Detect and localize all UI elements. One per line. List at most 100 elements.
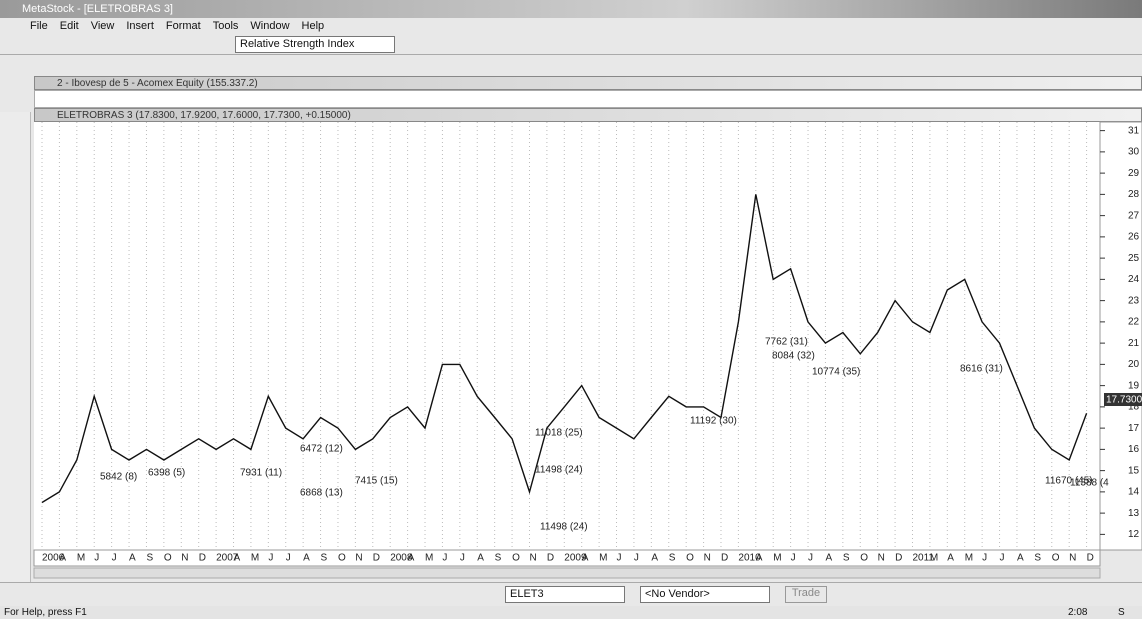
- x-tick-label: A: [59, 553, 66, 564]
- window1-title: 2 - Ibovesp de 5 - Acomex Equity (155.33…: [34, 76, 1142, 90]
- y-tick-label: 22: [1128, 317, 1140, 328]
- y-tick-label: 19: [1128, 380, 1140, 391]
- x-tick-label: S: [669, 553, 676, 564]
- annotation: 8616 (31): [960, 364, 1003, 375]
- x-tick-label: D: [373, 553, 380, 564]
- bottom-toolbar: ELET3 <No Vendor> Trade: [0, 582, 1142, 605]
- x-tick-label: A: [825, 553, 832, 564]
- x-tick-label: A: [408, 553, 415, 564]
- x-tick-label: S: [843, 553, 850, 564]
- menu-item[interactable]: File: [30, 20, 48, 32]
- vendor-dropdown[interactable]: <No Vendor>: [640, 586, 770, 603]
- x-tick-label: J: [112, 553, 117, 564]
- x-tick-label: A: [651, 553, 658, 564]
- annotation: 10774 (35): [812, 367, 860, 378]
- status-bar: For Help, press F1 2:08 S: [0, 606, 1142, 619]
- x-tick-label: N: [878, 553, 885, 564]
- symbol: ELET3: [510, 588, 544, 600]
- x-tick-label: S: [1034, 553, 1041, 564]
- y-tick-label: 17: [1128, 423, 1140, 434]
- menu-item[interactable]: Tools: [212, 20, 239, 32]
- y-tick-label: 14: [1128, 487, 1140, 498]
- status-help: For Help, press F1: [4, 607, 87, 618]
- y-axis-area: [1099, 121, 1142, 551]
- symbol-box[interactable]: ELET3: [505, 586, 625, 603]
- scrollbar[interactable]: [33, 567, 1101, 579]
- annotation: 11670 (45): [1045, 476, 1093, 487]
- x-axis-area: [33, 549, 1101, 567]
- status-s: S: [1118, 607, 1125, 618]
- toolbar: Relative Strength Index: [0, 34, 1142, 55]
- x-tick-label: 2007: [216, 553, 239, 564]
- x-tick-label: N: [704, 553, 711, 564]
- annotation: 5842 (8): [100, 472, 137, 483]
- y-tick-label: 15: [1128, 465, 1140, 476]
- x-tick-label: A: [947, 553, 954, 564]
- annotation: 11192 (30): [690, 416, 737, 427]
- x-tick-label: 2006: [42, 553, 65, 564]
- trade-button[interactable]: Trade: [785, 586, 827, 603]
- x-tick-label: M: [251, 553, 259, 564]
- annotation: 7931 (11): [240, 468, 282, 479]
- x-tick-label: M: [599, 553, 607, 564]
- status-time: 2:08: [1068, 607, 1088, 618]
- x-tick-label: J: [617, 553, 622, 564]
- x-tick-label: D: [1087, 553, 1094, 564]
- x-tick-label: N: [1069, 553, 1076, 564]
- trade-label: Trade: [791, 587, 821, 599]
- x-tick-label: S: [321, 553, 328, 564]
- x-tick-label: S: [495, 553, 502, 564]
- x-tick-label: M: [930, 553, 938, 564]
- x-tick-label: J: [460, 553, 465, 564]
- y-tick-label: 27: [1128, 210, 1140, 221]
- x-tick-label: A: [582, 553, 589, 564]
- menu-item[interactable]: Window: [250, 20, 290, 32]
- window-title: MetaStock - [ELETROBRAS 3]: [22, 3, 173, 15]
- y-tick-label: 28: [1128, 189, 1140, 200]
- menu-item[interactable]: Insert: [126, 20, 154, 32]
- x-tick-label: O: [686, 553, 694, 564]
- x-tick-label: M: [425, 553, 433, 564]
- indicator-dropdown[interactable]: Relative Strength Index: [235, 36, 395, 53]
- x-tick-label: 2009: [564, 553, 587, 564]
- y-tick-label: 25: [1128, 253, 1140, 264]
- x-tick-label: 2008: [390, 553, 413, 564]
- y-tick-label: 21: [1128, 338, 1140, 349]
- x-tick-label: A: [129, 553, 136, 564]
- x-tick-label: D: [547, 553, 554, 564]
- y-tick-label: 24: [1128, 274, 1140, 285]
- x-tick-label: J: [268, 553, 273, 564]
- x-tick-label: A: [1017, 553, 1024, 564]
- x-tick-label: A: [303, 553, 310, 564]
- menu-item[interactable]: Format: [165, 20, 201, 32]
- x-tick-label: O: [1052, 553, 1060, 564]
- x-tick-label: J: [286, 553, 291, 564]
- menu-item[interactable]: Help: [301, 20, 325, 32]
- menu-item[interactable]: Edit: [59, 20, 79, 32]
- y-tick-label: 20: [1128, 359, 1140, 370]
- annotation: 6472 (12): [300, 444, 343, 455]
- drawing-toolbar: [0, 112, 31, 582]
- y-tick-label: 12: [1128, 529, 1140, 540]
- y-tick-label: 26: [1128, 232, 1140, 243]
- plot-area: [34, 122, 1100, 550]
- y-tick-label: 16: [1128, 444, 1140, 455]
- x-tick-label: J: [634, 553, 639, 564]
- x-tick-label: 2010: [738, 553, 761, 564]
- y-tick-label: 31: [1128, 125, 1140, 136]
- price-line: [41, 194, 1088, 504]
- marks: 12 13 14 15 16 17 18 19 20 21 22 23 24 25 26 27 28 29 30 31…: [41, 122, 1140, 564]
- annotation: 8084 (32): [772, 351, 815, 362]
- window1-title-text: 2 - Ibovesp de 5 - Acomex Equity (155.33…: [57, 78, 258, 89]
- x-tick-label: N: [529, 553, 536, 564]
- annotation: 11388 (4: [1070, 478, 1109, 489]
- x-tick-label: M: [77, 553, 85, 564]
- x-tick-label: J: [94, 553, 99, 564]
- x-tick-label: J: [808, 553, 813, 564]
- menu-item[interactable]: View: [90, 20, 115, 32]
- x-tick-label: O: [338, 553, 346, 564]
- x-tick-label: J: [791, 553, 796, 564]
- x-tick-label: A: [756, 553, 763, 564]
- x-tick-label: D: [895, 553, 902, 564]
- x-tick-label: 2011: [912, 553, 934, 564]
